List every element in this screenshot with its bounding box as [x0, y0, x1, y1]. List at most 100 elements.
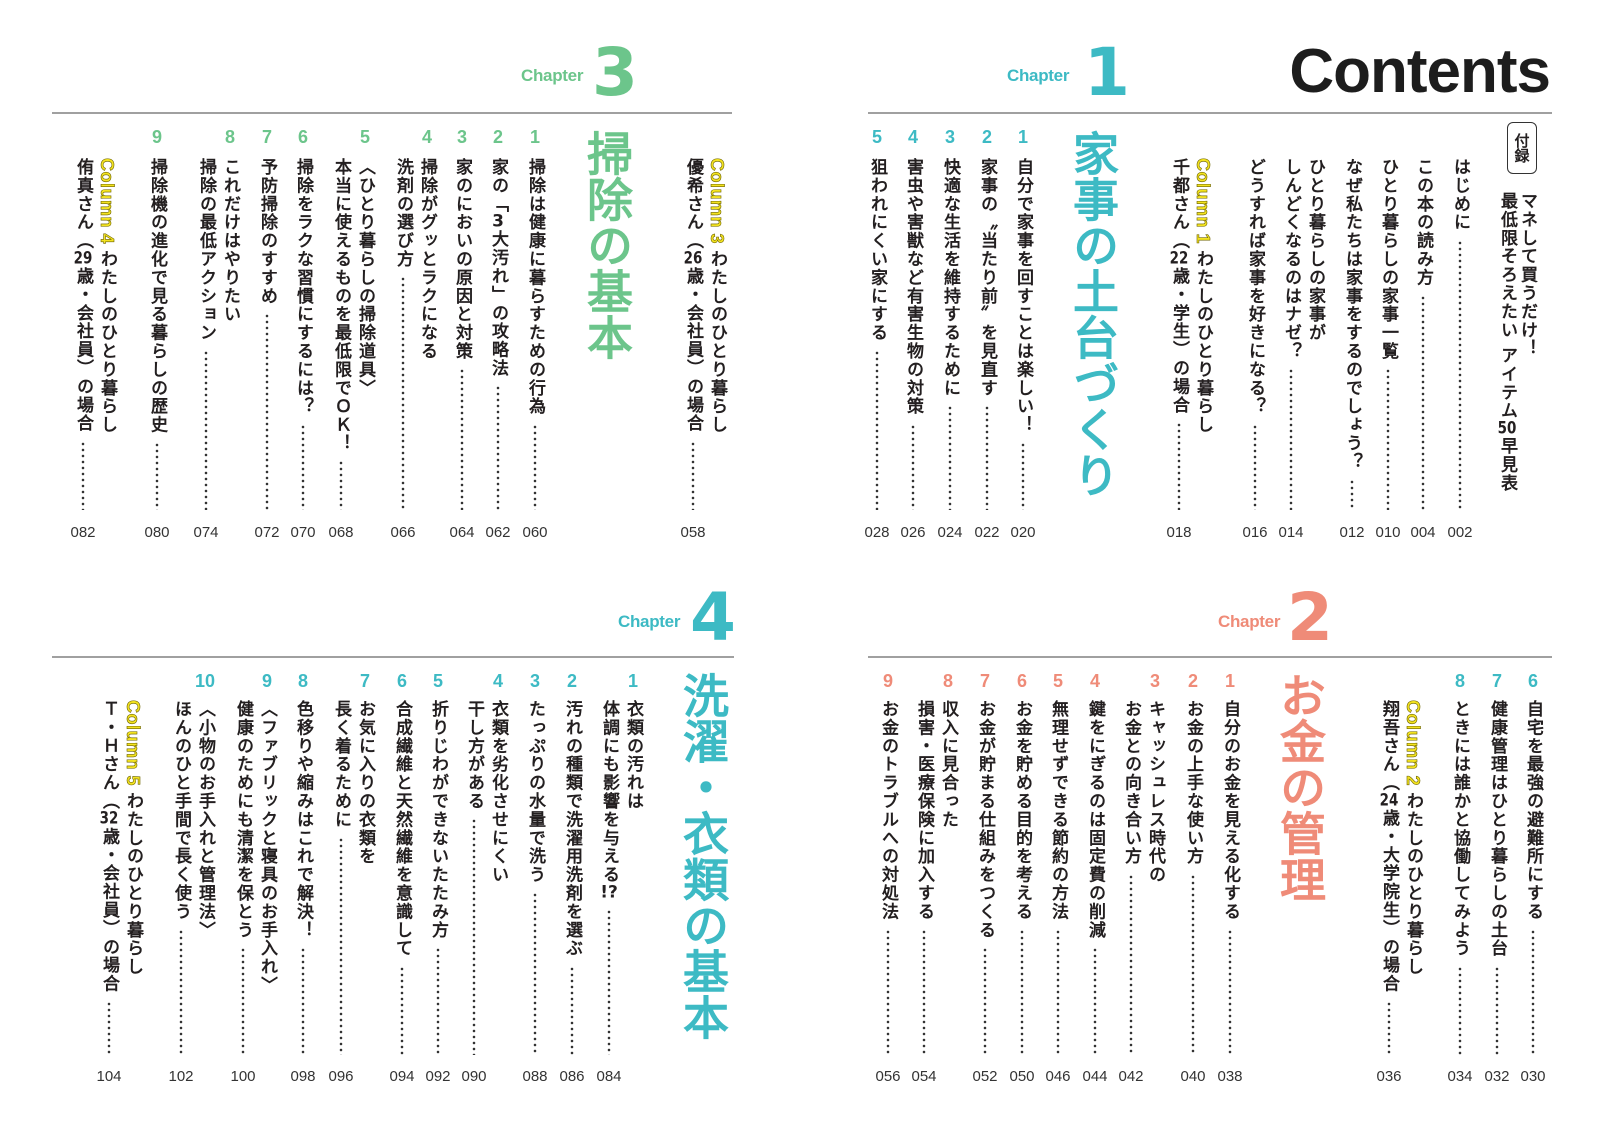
entry-text: はじめに — [1450, 158, 1470, 232]
entry-text: 害虫や害獣など有害生物の対策 — [903, 158, 923, 416]
entry-line: 掃除機の進化で見る暮らしの歴史 — [145, 158, 169, 512]
entry-text: どうすれば家事を好きになる？ — [1245, 158, 1265, 416]
entry-text: 合成繊維と天然繊維を意識して — [392, 700, 412, 958]
dotted-leader — [71, 440, 95, 510]
dotted-leader — [255, 313, 279, 510]
page-number: 104 — [96, 1068, 122, 1085]
dotted-leader — [1376, 368, 1400, 510]
entry-text: 本当に使えるものを最低限でＯＫ！ — [331, 158, 351, 453]
appendix-badge: 付録 — [1507, 122, 1537, 174]
entry-text: 自宅を最強の避難所にする — [1523, 700, 1543, 921]
entry-text: 折りじわができないたたみ方 — [428, 700, 448, 940]
entry-line: 本当に使えるものを最低限でＯＫ！ — [329, 158, 353, 512]
chapter-1-number: 1 — [1084, 34, 1130, 111]
entry-line: ひとり暮らしの家事一覧 — [1376, 158, 1400, 512]
entry-line: キャッシュレス時代の — [1143, 700, 1167, 1057]
entry-number: 7 — [979, 671, 990, 691]
entry-line: 自分のお金を見える化する — [1218, 700, 1242, 1057]
dotted-leader — [390, 965, 414, 1055]
dotted-leader — [329, 836, 353, 1055]
page-number: 090 — [461, 1068, 487, 1085]
entry-number: 7 — [359, 671, 370, 691]
page-number: 040 — [1180, 1068, 1206, 1085]
entry-text: 予防掃除のすすめ — [257, 158, 277, 306]
entry-number: 5 — [432, 671, 443, 691]
entry-line: 狙われにくい家にする — [865, 158, 889, 512]
dotted-leader — [450, 368, 474, 510]
entry-line: Column 3 わたしのひとり暮らし — [705, 158, 729, 512]
entry-line: 掃除は健康に暮らすための行為 — [523, 158, 547, 512]
page-number: 094 — [389, 1068, 415, 1085]
entry-line: 〈ファブリックと寝具のお手入れ〉 — [255, 700, 279, 1057]
entry-number: 8 — [1454, 671, 1465, 691]
page-number: 044 — [1082, 1068, 1108, 1085]
page-number: 060 — [522, 524, 548, 541]
entry-line: 侑真さん（29歳・会社員）の場合 — [71, 158, 95, 512]
page-number: 026 — [900, 524, 926, 541]
entry-line: たっぷりの水量で洗う — [523, 700, 547, 1057]
entry-text: 家のにおいの原因と対策 — [452, 158, 472, 361]
dotted-leader — [1010, 928, 1034, 1055]
entry-text: 家の「3大汚れ」の攻略法 — [488, 158, 508, 378]
entry-line: お気に入りの衣類を — [353, 700, 377, 1057]
dotted-leader — [523, 892, 547, 1055]
entry-number: 6 — [396, 671, 407, 691]
page-number: 058 — [680, 524, 706, 541]
entry-text: たっぷりの水量で洗う — [525, 700, 545, 884]
page-number: 100 — [230, 1068, 256, 1085]
dotted-leader — [1218, 928, 1242, 1055]
entry-text: 侑真さん（29歳・会社員）の場合 — [73, 158, 93, 433]
page-number: 072 — [254, 524, 280, 541]
page-number: 080 — [144, 524, 170, 541]
entry-number: 3 — [456, 127, 467, 147]
entry-line: なぜ私たちは家事をするのでしょう？ — [1340, 158, 1364, 512]
dotted-leader — [1448, 965, 1472, 1055]
page-number: 014 — [1278, 524, 1304, 541]
dotted-leader — [1181, 873, 1205, 1055]
entry-text: これだけはやりたい — [220, 158, 240, 324]
entry-line: 掃除をラクな習慣にするには？ — [291, 158, 315, 512]
page-number: 030 — [1520, 1068, 1546, 1085]
entry-line: 翔吾さん（24歳・大学院生）の場合 — [1377, 700, 1401, 1057]
entry-text: わたしのひとり暮らし — [707, 250, 727, 435]
entry-text: この本の読み方 — [1413, 158, 1433, 287]
entry-line: お金の上手な使い方 — [1181, 700, 1205, 1057]
entry-text: 自分で家事を回すことは楽しい！ — [1013, 158, 1033, 434]
page-number: 084 — [596, 1068, 622, 1085]
entry-text: 衣類の汚れは — [623, 700, 643, 811]
page-number: 002 — [1447, 524, 1473, 541]
entry-text: 〈ひとり暮らしの掃除道具〉 — [355, 158, 375, 398]
entry-line: 衣類の汚れは — [621, 700, 645, 1057]
dotted-leader — [1011, 442, 1035, 510]
entry-number: 1 — [1224, 671, 1235, 691]
divider-bottom-left — [52, 656, 734, 658]
entry-number: 5 — [871, 127, 882, 147]
entry-line: 害虫や害獣など有害生物の対策 — [901, 158, 925, 512]
chapter-title: 家事の土台づくり — [1066, 130, 1120, 498]
entry-line: お金が貯まる仕組みをつくる — [973, 700, 997, 1057]
entry-text: お気に入りの衣類を — [355, 700, 375, 866]
entry-line: 千都さん（22歳・学生）の場合 — [1167, 158, 1191, 512]
entry-line: 損害・医療保険に加入する — [912, 700, 936, 1057]
dotted-leader — [973, 947, 997, 1055]
entry-text: 自分のお金を見える化する — [1220, 700, 1240, 921]
entry-text: 色移りや縮みはこれで解決！ — [293, 700, 313, 940]
entry-text: お金が貯まる仕組みをつくる — [975, 700, 995, 940]
entry-line: これだけはやりたい — [218, 158, 242, 512]
entry-number: 6 — [297, 127, 308, 147]
page-number: 096 — [328, 1068, 354, 1085]
entry-text: 健康管理はひとり暮らしの土台 — [1487, 700, 1507, 958]
entry-text: わたしのひとり暮らし — [1193, 250, 1213, 435]
entry-line: 鍵をにぎるのは固定費の削減 — [1083, 700, 1107, 1057]
entry-number: 4 — [492, 671, 503, 691]
dotted-leader — [1279, 368, 1303, 510]
entry-text: ひとり暮らしの家事一覧 — [1378, 158, 1398, 361]
dotted-leader — [1485, 965, 1509, 1055]
dotted-leader — [938, 405, 962, 510]
page-number: 052 — [972, 1068, 998, 1085]
chapter-1-label: Chapter — [1007, 66, 1070, 85]
entry-line: 予防掃除のすすめ — [255, 158, 279, 512]
page-number: 050 — [1009, 1068, 1035, 1085]
dotted-leader — [1377, 1001, 1401, 1055]
page-number: 054 — [911, 1068, 937, 1085]
